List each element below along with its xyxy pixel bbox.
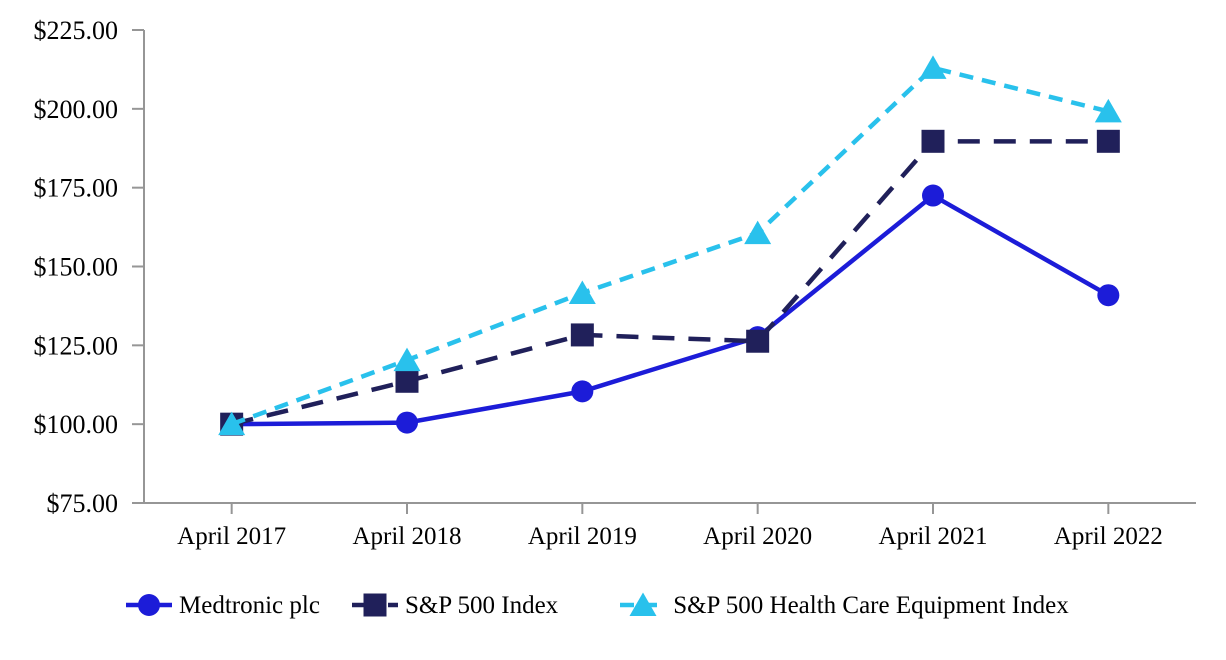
- y-tick-label: $200.00: [34, 95, 119, 124]
- data-point-marker: [570, 323, 594, 347]
- legend-label-sp500-healthcare-equipment: S&P 500 Health Care Equipment Index: [673, 591, 1069, 619]
- x-tick-label: April 2019: [528, 523, 637, 550]
- data-point-marker: [921, 129, 945, 153]
- legend-label-sp500: S&P 500 Index: [404, 591, 559, 619]
- y-tick-label: $100.00: [34, 410, 119, 439]
- medtronic-circle-marker-icon: [126, 594, 172, 616]
- data-point-marker: [218, 411, 246, 436]
- y-tick-label: $150.00: [34, 253, 119, 282]
- series-line-2: [230, 65, 1109, 427]
- y-tick-label: $75.00: [47, 489, 119, 518]
- chart-legend: Medtronic plc S&P 500 Index S&P 500 Heal…: [0, 583, 1226, 627]
- data-point-marker: [744, 220, 772, 245]
- legend-symbol: [363, 593, 387, 617]
- x-tick-label: April 2021: [878, 523, 987, 550]
- y-tick-label: $175.00: [34, 174, 119, 203]
- legend-symbol: [629, 592, 657, 616]
- legend-item-sp500-healthcare-equipment: S&P 500 Health Care Equipment Index: [620, 590, 1069, 620]
- legend-item-sp500: S&P 500 Index: [351, 590, 559, 620]
- data-point-marker: [571, 380, 594, 403]
- data-point-marker: [395, 369, 419, 393]
- plot-area: $75.00 $100.00 $125.00 $150.00 $175.00 $200.0…: [34, 16, 1196, 550]
- legend-label-medtronic: Medtronic plc: [179, 591, 320, 619]
- data-point-marker: [1096, 129, 1120, 153]
- x-tick-label: April 2018: [352, 523, 461, 550]
- data-point-marker: [393, 347, 421, 372]
- x-tick-label: April 2022: [1054, 523, 1163, 550]
- data-point-marker: [568, 280, 596, 304]
- y-tick-label: $125.00: [34, 331, 119, 360]
- data-point-marker: [1097, 284, 1120, 307]
- data-point-marker: [922, 184, 944, 207]
- data-point-marker: [919, 55, 947, 79]
- sp500-healthcare-triangle-marker-icon: [620, 592, 667, 616]
- legend-item-medtronic: Medtronic plc: [126, 590, 320, 620]
- legend-symbol: [138, 594, 160, 616]
- series-line-0: [231, 192, 1110, 427]
- x-tick-label: April 2017: [177, 523, 286, 550]
- data-point-marker: [1094, 98, 1122, 123]
- sp500-square-marker-icon: [351, 593, 398, 617]
- data-point-marker: [396, 411, 418, 434]
- y-tick-label: $225.00: [34, 16, 119, 45]
- series-line-1: [231, 139, 1109, 427]
- x-tick-label: April 2020: [703, 523, 812, 550]
- data-point-marker: [746, 329, 770, 353]
